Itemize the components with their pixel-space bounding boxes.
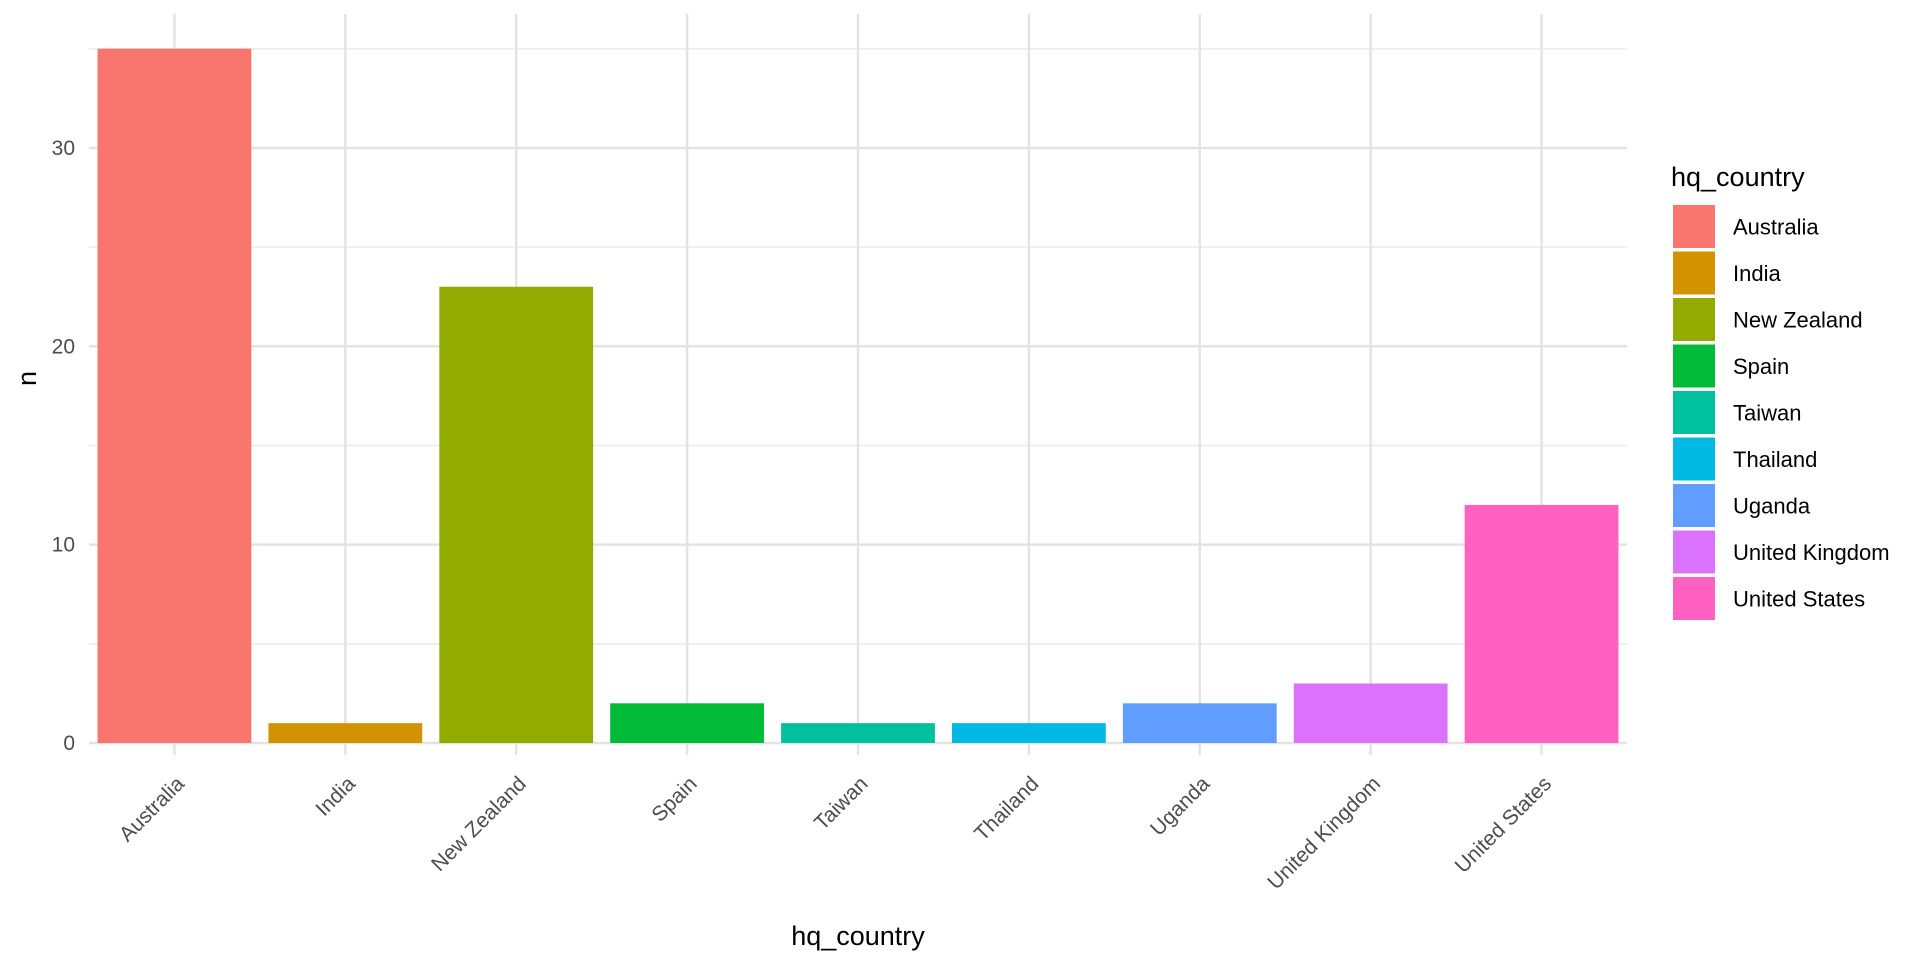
bar-australia: [97, 48, 252, 743]
legend-label: United Kingdom: [1733, 540, 1890, 565]
legend-label: India: [1733, 261, 1781, 286]
y-tick-label: 10: [52, 534, 75, 557]
bars: [97, 48, 1619, 743]
bar-united-states: [1464, 504, 1619, 743]
legend-key-taiwan: [1673, 391, 1715, 434]
legend-label: Australia: [1733, 215, 1819, 240]
legend-key-thailand: [1673, 437, 1715, 481]
y-tick-label: 20: [52, 335, 75, 358]
legend-title: hq_country: [1671, 162, 1805, 192]
legend-key-spain: [1673, 344, 1715, 388]
legend-key-australia: [1673, 205, 1715, 248]
bar-new-zealand: [439, 286, 594, 743]
bar-thailand: [951, 723, 1106, 743]
legend-label: New Zealand: [1733, 308, 1863, 333]
legend-key-united-states: [1673, 577, 1715, 620]
bar-spain: [610, 703, 765, 743]
legend: Australia India New Zealand Spain Taiwan Thai…: [1673, 205, 1890, 620]
legend-label: Spain: [1733, 354, 1789, 379]
y-axis-title: n: [12, 371, 42, 386]
y-tick-label: 30: [52, 137, 75, 160]
legend-label: United States: [1733, 587, 1865, 612]
legend-key-uganda: [1673, 484, 1715, 527]
legend-key-united-kingdom: [1673, 530, 1715, 574]
legend-key-new-zealand: [1673, 298, 1715, 341]
legend-key-india: [1673, 251, 1715, 295]
bar-united-kingdom: [1293, 683, 1448, 743]
bar-taiwan: [781, 723, 935, 743]
y-axis-ticks: 0 10 20 30: [52, 137, 75, 755]
legend-label: Taiwan: [1733, 401, 1801, 426]
bar-uganda: [1122, 703, 1277, 743]
y-tick-label: 0: [63, 732, 75, 755]
bar-india: [268, 723, 423, 743]
x-axis-title: hq_country: [791, 921, 925, 951]
legend-label: Uganda: [1733, 494, 1811, 519]
legend-label: Thailand: [1733, 447, 1817, 472]
